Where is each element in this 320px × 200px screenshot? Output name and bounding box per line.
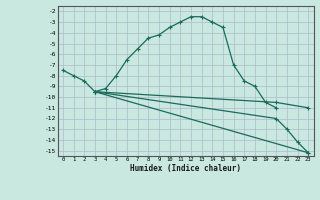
X-axis label: Humidex (Indice chaleur): Humidex (Indice chaleur) [130, 164, 241, 173]
